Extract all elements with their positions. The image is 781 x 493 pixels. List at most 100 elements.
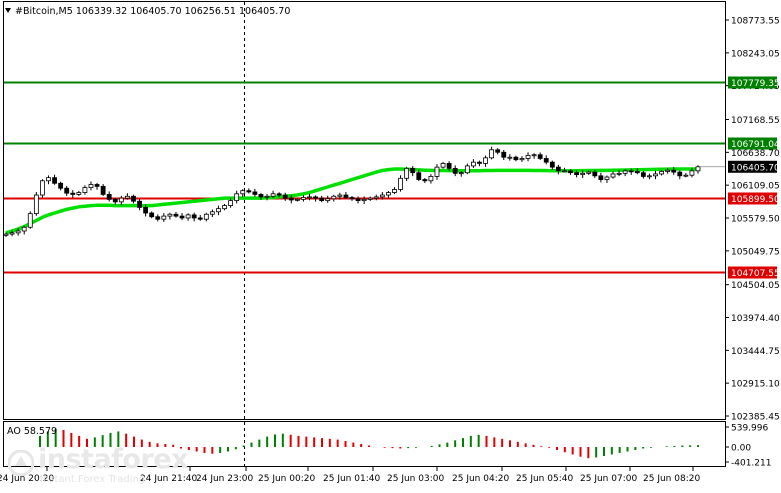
time-label: 25 Jun 00:20 — [258, 474, 315, 484]
price-label: 108773.55 — [731, 17, 780, 27]
candle-bull — [428, 176, 434, 182]
candle-bear — [477, 161, 482, 164]
candle-bull — [586, 171, 592, 174]
price-label: 108243.05 — [731, 49, 780, 59]
level-tag-resistance-2 — [728, 76, 777, 89]
level-tag-support-2 — [728, 266, 777, 279]
symbol-info: #Bitcoin,M5 106339.32 106405.70 106256.5… — [15, 6, 290, 17]
candle-bull — [3, 233, 9, 236]
candle-bull — [76, 192, 82, 195]
ao-label: 539.996 — [731, 424, 768, 434]
candle-bull — [161, 215, 167, 220]
level-tag-text-resistance-2: 107779.35 — [731, 79, 780, 89]
candle-bull — [622, 170, 628, 174]
level-tag-resistance-1 — [728, 137, 777, 150]
candle-bull — [440, 163, 446, 168]
candle-bear — [143, 207, 149, 214]
candle-bull — [331, 195, 337, 200]
candle-bear — [137, 200, 142, 208]
candle-bear — [155, 216, 161, 220]
candle-bear — [106, 194, 112, 200]
candle-bull — [616, 172, 622, 175]
candle-bull — [659, 171, 664, 175]
candle-bear — [422, 179, 428, 182]
price-label: 103974.40 — [731, 314, 780, 324]
candle-bear — [64, 187, 70, 194]
candle-bull — [294, 198, 300, 201]
candle-bear — [555, 166, 561, 172]
candle-bull — [464, 165, 470, 174]
candle-bear — [452, 167, 458, 174]
candle-bull — [653, 173, 658, 177]
instaforex-logo-icon — [8, 450, 34, 476]
candle-bear — [179, 215, 185, 219]
time-label: 24 Jun 20:20 — [0, 474, 54, 484]
level-tag-support-1 — [728, 192, 777, 205]
candle-bull — [270, 193, 276, 197]
candle-bull — [471, 161, 476, 167]
candle-bull — [373, 196, 379, 199]
candle-bear — [343, 194, 349, 198]
candle-bull — [234, 193, 240, 202]
watermark-tagline: Instant Forex Trading — [40, 474, 146, 485]
candle-bull — [610, 173, 616, 178]
time-label: 24 Jun 21:40 — [140, 474, 197, 484]
ao-histogram — [39, 428, 699, 459]
candle-bear — [197, 217, 203, 220]
candle-bear — [52, 177, 57, 184]
candle-bull — [458, 172, 464, 175]
candle-bear — [313, 196, 318, 199]
candle-bull — [125, 195, 130, 199]
candle-bear — [276, 193, 282, 196]
candle-bear — [355, 198, 361, 202]
candle-bull — [228, 200, 233, 206]
candle-bull — [367, 197, 373, 200]
candles-layer — [3, 146, 701, 237]
chevron-down-icon[interactable] — [5, 8, 11, 13]
candle-bear — [252, 191, 258, 195]
candle-bear — [446, 163, 452, 169]
level-tag-text-support-2: 104707.55 — [731, 269, 780, 279]
time-label: 25 Jun 07:00 — [580, 474, 637, 484]
candle-bull — [240, 190, 246, 195]
candle-bull — [325, 198, 331, 202]
price-label: 102915.10 — [731, 380, 780, 390]
candle-bull — [665, 169, 671, 172]
candle-bear — [288, 197, 294, 201]
candle-bear — [543, 158, 549, 163]
time-label: 24 Jun 23:00 — [196, 474, 253, 484]
time-label: 25 Jun 03:00 — [387, 474, 444, 484]
candle-bull — [264, 195, 270, 198]
indicator-panel-frame — [3, 421, 726, 467]
ao-axis: 539.996 0.00 -401.211 — [725, 424, 771, 469]
indicator-title: AO 58.579 — [7, 426, 57, 437]
candle-bear — [671, 169, 677, 173]
instaforex-watermark: instaforex Instant Forex Trading — [6, 444, 189, 486]
candle-bull — [507, 156, 513, 159]
candle-bull — [21, 226, 27, 232]
time-label: 25 Jun 05:40 — [516, 474, 573, 484]
candle-bear — [640, 172, 646, 177]
candle-bull — [695, 166, 701, 172]
candle-bull — [386, 192, 391, 196]
price-tags-layer: 107779.35 106791.04 105899.50 104707.55 1064… — [700, 76, 780, 279]
candle-bull — [404, 167, 410, 179]
candle-bear — [349, 197, 355, 200]
ao-label: -401.211 — [731, 459, 771, 469]
candle-bear — [677, 171, 683, 177]
candle-bear — [501, 151, 507, 158]
watermark-brand: instaforex — [38, 444, 189, 475]
ao-label: 0.00 — [731, 444, 751, 454]
candle-bear — [416, 172, 422, 180]
candle-bull — [434, 166, 440, 177]
candle-bull — [9, 232, 15, 235]
candle-bull — [222, 205, 227, 210]
candle-bull — [689, 170, 695, 176]
candle-bull — [209, 211, 215, 215]
candle-bear — [100, 185, 106, 195]
price-label: 102385.45 — [731, 413, 780, 423]
candle-bear — [568, 170, 573, 174]
price-label: 107168.55 — [731, 116, 780, 126]
